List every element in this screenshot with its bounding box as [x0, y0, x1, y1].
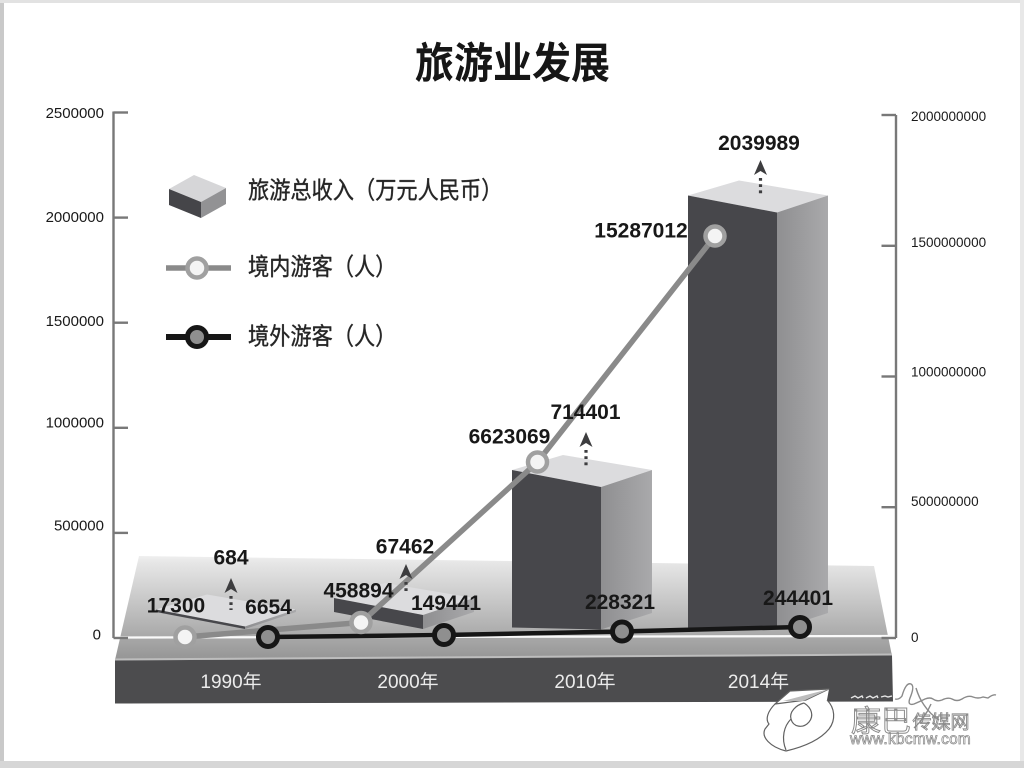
svg-text:2000000000: 2000000000: [911, 109, 986, 124]
svg-text:6623069: 6623069: [469, 425, 551, 448]
svg-text:244401: 244401: [763, 587, 833, 610]
svg-text:2014: 2014: [728, 672, 771, 693]
svg-text:www.kbcmw.com: www.kbcmw.com: [849, 731, 971, 748]
svg-text:0: 0: [911, 630, 919, 645]
svg-text:15287012: 15287012: [594, 219, 687, 242]
svg-text:149441: 149441: [411, 592, 481, 615]
svg-text:6654: 6654: [245, 596, 292, 619]
svg-text:714401: 714401: [550, 401, 620, 424]
svg-text:1000000000: 1000000000: [911, 365, 986, 380]
svg-text:684: 684: [213, 546, 248, 569]
svg-text:2000000: 2000000: [46, 209, 104, 226]
svg-text:67462: 67462: [376, 535, 434, 558]
svg-text:1500000000: 1500000000: [911, 235, 986, 250]
svg-text:0: 0: [93, 627, 101, 644]
svg-text:2010: 2010: [554, 672, 596, 693]
svg-text:1990: 1990: [200, 672, 242, 693]
svg-text:2000: 2000: [377, 672, 419, 693]
svg-text:458894: 458894: [323, 579, 393, 602]
svg-text:1500000: 1500000: [46, 313, 104, 330]
svg-text:500000: 500000: [54, 518, 104, 535]
svg-text:228321: 228321: [585, 591, 655, 614]
svg-text:2039989: 2039989: [718, 132, 800, 155]
svg-text:500000000: 500000000: [911, 494, 979, 509]
svg-text:17300: 17300: [147, 594, 205, 617]
svg-text:1000000: 1000000: [46, 415, 104, 432]
svg-text:2500000: 2500000: [46, 105, 104, 122]
